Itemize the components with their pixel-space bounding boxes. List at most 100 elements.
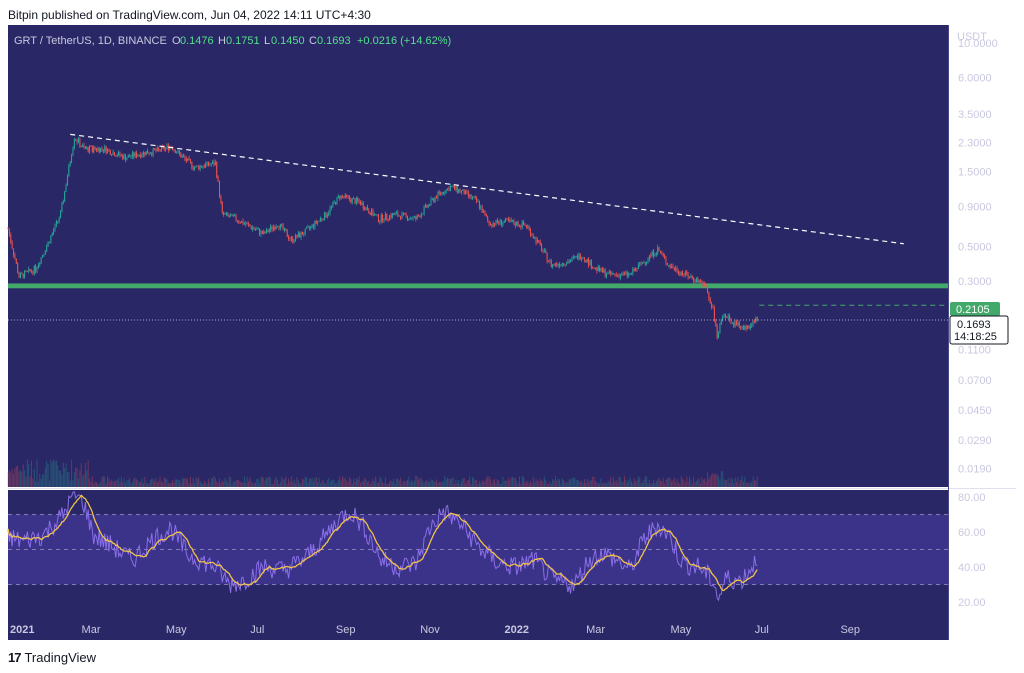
candle-body bbox=[75, 139, 77, 141]
candle-body bbox=[232, 214, 234, 217]
candle-body bbox=[332, 202, 334, 207]
volume-bar bbox=[654, 483, 656, 487]
volume-bar bbox=[21, 472, 23, 487]
volume-bar bbox=[221, 480, 223, 487]
candle-body bbox=[624, 272, 626, 274]
candle-body bbox=[520, 225, 522, 228]
candle-body bbox=[113, 152, 115, 156]
candle-body bbox=[393, 213, 395, 215]
candle-body bbox=[360, 201, 361, 205]
volume-bar bbox=[375, 476, 377, 487]
candle-body bbox=[250, 226, 252, 230]
candle-body bbox=[615, 274, 617, 276]
candle-body bbox=[330, 206, 332, 208]
candle-body bbox=[496, 219, 498, 223]
volume-bar bbox=[715, 473, 717, 487]
candle-body bbox=[261, 230, 263, 234]
volume-bar bbox=[311, 477, 313, 487]
volume-bar bbox=[712, 473, 714, 487]
candle-body bbox=[61, 203, 63, 212]
candle-body bbox=[268, 229, 270, 232]
volume-bar bbox=[478, 481, 480, 487]
volume-bar bbox=[253, 482, 255, 487]
volume-bar bbox=[604, 482, 606, 487]
volume-bar bbox=[58, 470, 60, 487]
candle-body bbox=[578, 254, 580, 260]
volume-bar bbox=[726, 480, 728, 487]
volume-bar bbox=[346, 480, 348, 487]
candle-body bbox=[567, 261, 569, 264]
candle-body bbox=[419, 215, 421, 218]
volume-bar bbox=[698, 478, 700, 487]
volume-bar bbox=[747, 482, 749, 487]
candle-body bbox=[148, 153, 150, 155]
volume-bar bbox=[651, 483, 653, 487]
candle-body bbox=[505, 218, 507, 222]
volume-bar bbox=[42, 474, 44, 487]
volume-bar bbox=[47, 463, 49, 487]
volume-bar bbox=[86, 470, 88, 487]
volume-bar bbox=[695, 480, 697, 487]
candle-body bbox=[377, 214, 379, 222]
volume-bar bbox=[156, 482, 158, 487]
candle-body bbox=[187, 158, 189, 162]
candle-body bbox=[715, 321, 717, 326]
candle-body bbox=[238, 221, 240, 223]
candle-body bbox=[198, 165, 200, 170]
volume-bar bbox=[350, 478, 352, 487]
volume-bar bbox=[282, 479, 284, 487]
candle-body bbox=[642, 262, 643, 265]
volume-bar bbox=[113, 481, 115, 487]
candle-body bbox=[478, 200, 480, 208]
candle-body bbox=[217, 176, 219, 182]
volume-bar bbox=[719, 479, 721, 487]
volume-bar bbox=[64, 468, 66, 487]
volume-bar bbox=[448, 478, 450, 487]
candle-body bbox=[588, 258, 590, 266]
volume-bar bbox=[465, 483, 467, 487]
volume-bar bbox=[628, 480, 630, 487]
candle-body bbox=[503, 221, 505, 223]
candle-body bbox=[277, 226, 279, 228]
volume-bar bbox=[295, 483, 297, 487]
volume-bar bbox=[595, 480, 596, 487]
volume-bar bbox=[608, 481, 610, 487]
volume-bar bbox=[451, 478, 453, 487]
volume-bar bbox=[126, 480, 128, 487]
volume-bar bbox=[230, 477, 232, 487]
volume-bar bbox=[29, 476, 31, 487]
volume-bar bbox=[301, 478, 303, 487]
candle-body bbox=[592, 268, 594, 269]
candle-body bbox=[747, 325, 749, 329]
volume-bar bbox=[325, 483, 327, 487]
candle-body bbox=[256, 229, 258, 231]
candle-body bbox=[427, 204, 429, 208]
candle-body bbox=[495, 219, 497, 225]
candle-body bbox=[753, 320, 755, 323]
candle-body bbox=[612, 273, 614, 274]
candle-body bbox=[756, 317, 758, 320]
volume-bar bbox=[753, 480, 755, 487]
time-tick-label: Sep bbox=[840, 624, 860, 636]
volume-bar bbox=[61, 474, 63, 487]
volume-bar bbox=[271, 483, 273, 487]
candle-body bbox=[242, 221, 244, 225]
volume-bar bbox=[141, 478, 143, 487]
candle-body bbox=[607, 272, 609, 275]
candle-body bbox=[361, 202, 363, 205]
volume-bar bbox=[300, 482, 302, 487]
volume-bar bbox=[534, 482, 536, 487]
candle-body bbox=[234, 215, 236, 217]
candle-body bbox=[184, 156, 186, 159]
volume-bar bbox=[119, 481, 121, 487]
volume-bar bbox=[44, 467, 46, 487]
candle-body bbox=[365, 207, 367, 210]
volume-bar bbox=[256, 478, 258, 487]
candle-body bbox=[57, 221, 59, 223]
candle-body bbox=[440, 192, 442, 195]
candle-body bbox=[11, 242, 13, 249]
candle-body bbox=[572, 256, 574, 258]
candle-body bbox=[437, 192, 439, 199]
volume-bar bbox=[463, 477, 465, 487]
